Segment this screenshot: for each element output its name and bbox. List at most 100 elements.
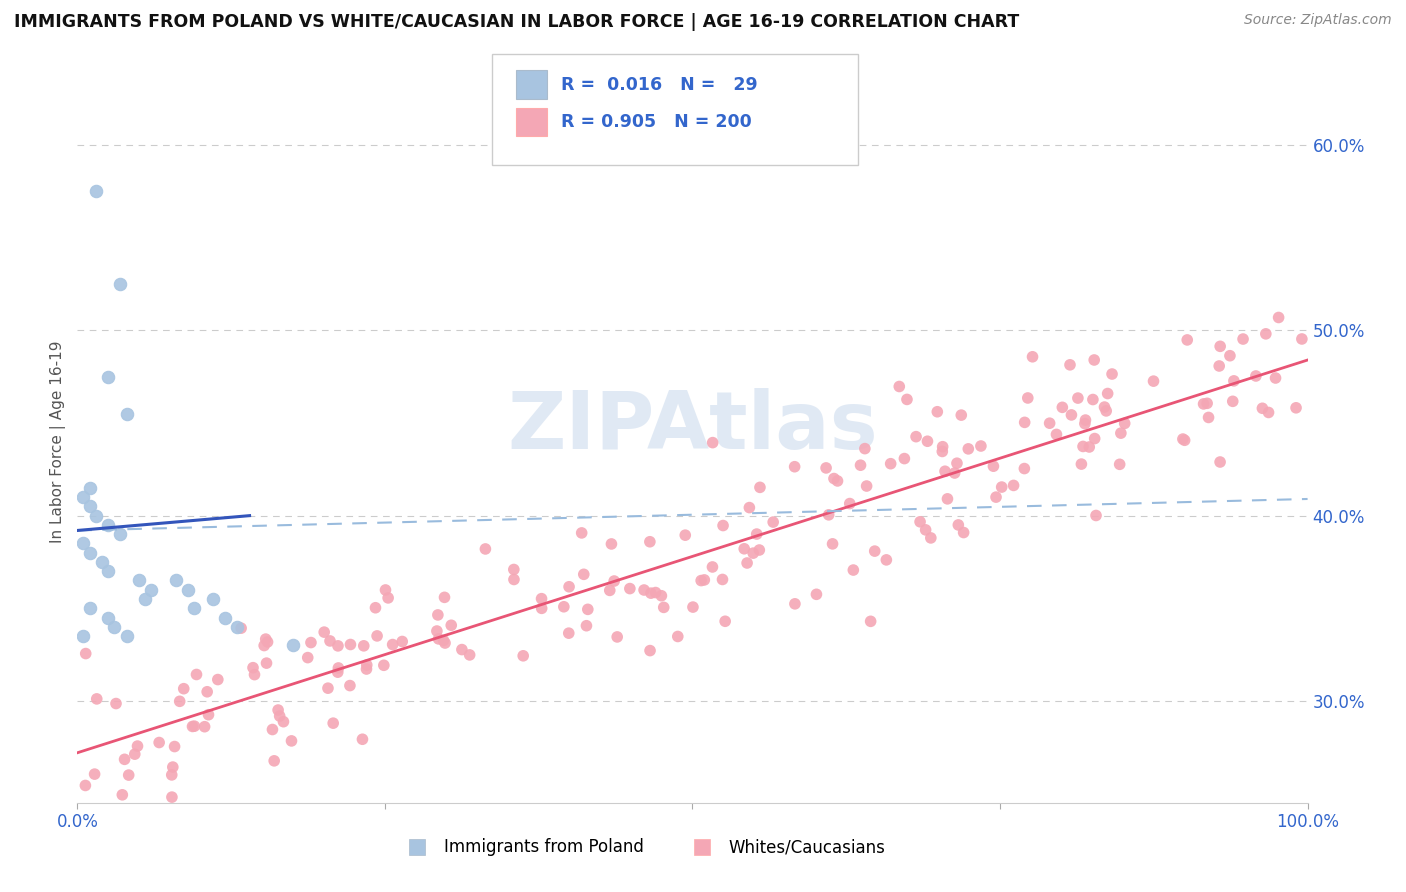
Point <box>512 648 534 663</box>
Point <box>952 525 974 540</box>
Point <box>103 620 125 634</box>
Point <box>1264 371 1286 385</box>
Point <box>1095 404 1118 418</box>
Point <box>1059 358 1081 372</box>
Point <box>571 525 593 540</box>
Point <box>702 560 724 574</box>
Point <box>381 638 404 652</box>
Point <box>1097 386 1119 401</box>
Point <box>1198 410 1220 425</box>
Point <box>806 587 828 601</box>
Point <box>328 661 350 675</box>
Point <box>83 767 105 781</box>
Point <box>1071 440 1094 454</box>
Point <box>905 430 928 444</box>
Point <box>1014 416 1036 430</box>
Point <box>853 442 876 456</box>
Point <box>1208 359 1230 373</box>
Point <box>889 379 911 393</box>
Point <box>1175 333 1198 347</box>
Point <box>619 582 641 596</box>
Point <box>983 459 1005 474</box>
Point <box>783 597 806 611</box>
Point <box>141 582 163 597</box>
Point <box>194 720 217 734</box>
Point <box>86 692 108 706</box>
Point <box>821 537 844 551</box>
Point <box>97 610 120 624</box>
Point <box>1078 440 1101 454</box>
Point <box>339 679 361 693</box>
Point <box>1014 461 1036 475</box>
Point <box>673 528 696 542</box>
Point <box>114 752 136 766</box>
Point <box>243 667 266 681</box>
Point <box>110 527 132 541</box>
Point <box>1085 508 1108 523</box>
Point <box>742 546 765 560</box>
Point <box>195 685 218 699</box>
Point <box>855 479 877 493</box>
Point <box>558 626 581 640</box>
Point <box>745 527 768 541</box>
Point <box>1074 413 1097 427</box>
Point <box>702 435 724 450</box>
Point <box>267 703 290 717</box>
Point <box>253 639 276 653</box>
Text: R = 0.905   N = 200: R = 0.905 N = 200 <box>561 113 752 131</box>
Point <box>606 630 628 644</box>
Point <box>920 531 942 545</box>
Point <box>917 434 939 449</box>
Point <box>314 625 336 640</box>
Point <box>377 591 399 605</box>
Point <box>530 591 553 606</box>
Point <box>269 709 291 723</box>
Text: ZIPAtlas: ZIPAtlas <box>508 388 877 467</box>
Point <box>908 515 931 529</box>
Point <box>558 580 581 594</box>
Point <box>575 618 598 632</box>
Point <box>931 444 953 458</box>
Point <box>640 586 662 600</box>
Point <box>1197 396 1219 410</box>
Point <box>256 635 278 649</box>
Point <box>748 543 770 558</box>
Point <box>502 562 524 576</box>
Point <box>186 667 208 681</box>
Point <box>859 615 882 629</box>
Point <box>356 658 378 673</box>
Point <box>364 600 387 615</box>
Point <box>440 618 463 632</box>
Point <box>783 459 806 474</box>
Point <box>79 546 101 560</box>
Point <box>943 466 966 480</box>
Point <box>896 392 918 407</box>
Point <box>474 541 496 556</box>
Point <box>1109 426 1132 441</box>
Point <box>1254 326 1277 341</box>
Point <box>262 723 284 737</box>
Point <box>128 574 150 588</box>
Point <box>838 497 860 511</box>
Point <box>115 629 138 643</box>
Point <box>1052 401 1074 415</box>
Point <box>75 779 97 793</box>
Point <box>339 638 361 652</box>
Point <box>735 556 758 570</box>
Point <box>503 573 526 587</box>
Point <box>72 536 94 550</box>
Point <box>970 439 993 453</box>
Point <box>79 500 101 514</box>
Point <box>666 630 689 644</box>
Point <box>1251 401 1274 416</box>
Point <box>711 518 734 533</box>
Point <box>1209 339 1232 353</box>
Point <box>426 624 449 638</box>
Y-axis label: In Labor Force | Age 16-19: In Labor Force | Age 16-19 <box>51 340 66 543</box>
Point <box>1192 397 1215 411</box>
Point <box>950 408 973 422</box>
Point <box>207 673 229 687</box>
Point <box>711 573 734 587</box>
Point <box>97 369 120 384</box>
Point <box>1114 417 1136 431</box>
